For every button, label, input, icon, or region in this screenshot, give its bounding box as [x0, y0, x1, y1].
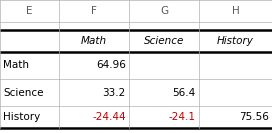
Text: 75.56: 75.56 [239, 112, 269, 122]
Text: 64.96: 64.96 [96, 61, 126, 70]
Text: History: History [217, 36, 254, 46]
Text: F: F [91, 6, 97, 16]
Text: E: E [26, 6, 33, 16]
Text: 56.4: 56.4 [172, 88, 196, 97]
Text: Science: Science [3, 88, 44, 97]
Text: H: H [232, 6, 239, 16]
Text: History: History [3, 112, 41, 122]
Text: -24.1: -24.1 [169, 112, 196, 122]
Text: -24.44: -24.44 [92, 112, 126, 122]
Text: G: G [160, 6, 168, 16]
Text: Math: Math [3, 61, 29, 70]
Text: Math: Math [81, 36, 107, 46]
Text: 33.2: 33.2 [103, 88, 126, 97]
Text: Science: Science [144, 36, 184, 46]
